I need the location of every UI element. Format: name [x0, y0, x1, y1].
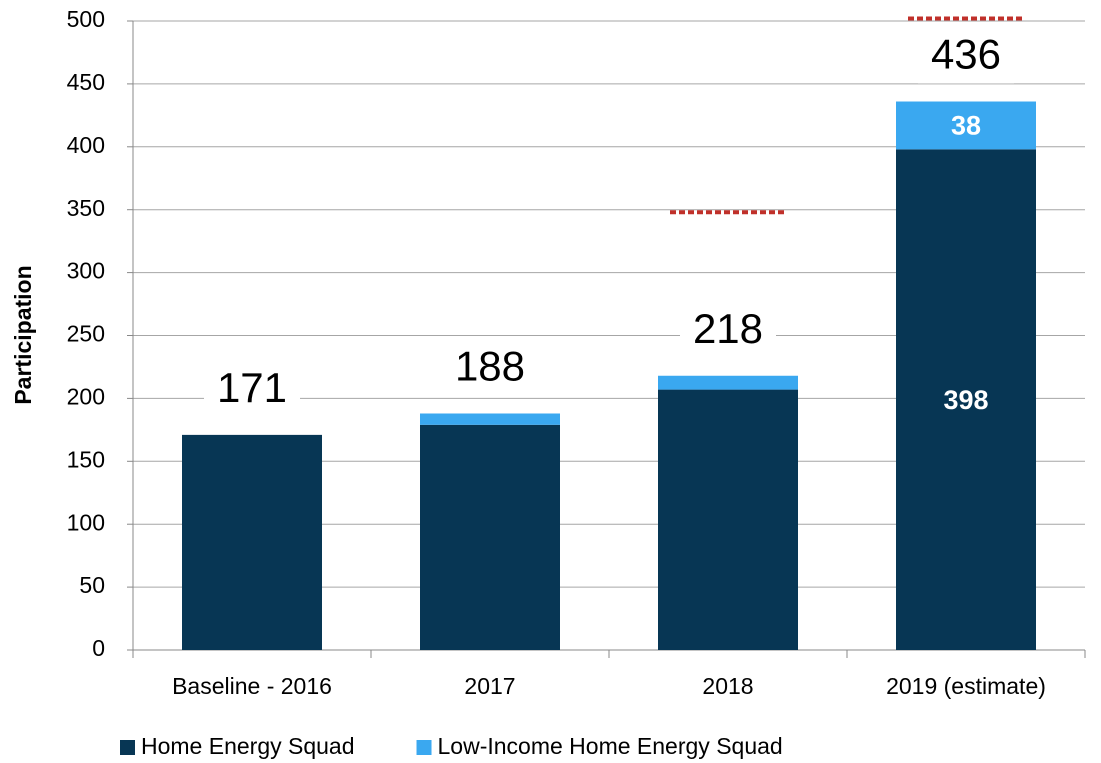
x-tick-label: 2018	[702, 673, 753, 699]
y-tick-label: 400	[67, 132, 105, 158]
y-tick-label: 500	[67, 6, 105, 32]
x-tick-label: 2017	[464, 673, 515, 699]
y-axis-label: Participation	[10, 265, 36, 404]
legend-label: Home Energy Squad	[141, 733, 355, 759]
y-tick-label: 200	[67, 383, 105, 409]
total-label: 171	[217, 364, 287, 411]
bar-segment	[420, 424, 560, 650]
x-tick-label: Baseline - 2016	[172, 673, 332, 699]
value-label: 38	[951, 111, 981, 141]
legend-label: Low-Income Home Energy Squad	[438, 733, 783, 759]
y-tick-label: 300	[67, 258, 105, 284]
y-tick-label: 450	[67, 69, 105, 95]
total-label: 218	[693, 305, 763, 352]
bar-segment	[896, 101, 1036, 150]
legend-swatch	[416, 740, 432, 755]
bar-segment	[896, 149, 1036, 651]
y-tick-label: 250	[67, 321, 105, 347]
total-label: 436	[931, 31, 1001, 78]
bar-segment	[420, 413, 560, 425]
y-tick-label: 0	[92, 635, 105, 661]
y-tick-label: 100	[67, 509, 105, 535]
y-tick-label: 350	[67, 195, 105, 221]
y-tick-label: 150	[67, 446, 105, 472]
value-label: 398	[943, 385, 988, 415]
bar-segment	[182, 434, 322, 650]
bar-segment	[658, 389, 798, 650]
y-tick-label: 50	[79, 572, 105, 598]
bar-segment	[658, 375, 798, 390]
total-label-bg	[918, 31, 1014, 84]
total-label-bg	[442, 343, 538, 396]
total-label: 188	[455, 343, 525, 390]
total-label-bg	[204, 364, 300, 417]
legend-swatch	[120, 740, 135, 755]
total-label-bg	[680, 305, 776, 358]
x-tick-label: 2019 (estimate)	[886, 673, 1046, 699]
